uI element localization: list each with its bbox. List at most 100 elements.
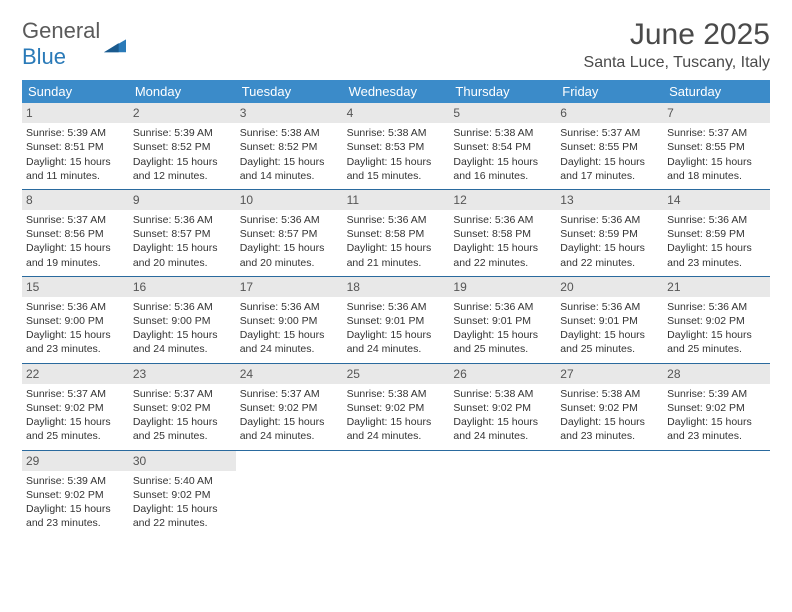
sunset-line: Sunset: 8:54 PM [453,140,552,154]
daylight-line-2: and 21 minutes. [347,256,446,270]
daylight-line-1: Daylight: 15 hours [26,155,125,169]
daylight-line-2: and 19 minutes. [26,256,125,270]
day-number: 22 [22,364,129,384]
daylight-line-2: and 12 minutes. [133,169,232,183]
day-cell: 6Sunrise: 5:37 AMSunset: 8:55 PMDaylight… [556,103,663,189]
daylight-line-2: and 25 minutes. [133,429,232,443]
sunrise-line: Sunrise: 5:36 AM [347,213,446,227]
sunset-line: Sunset: 8:58 PM [347,227,446,241]
daylight-line-2: and 17 minutes. [560,169,659,183]
daylight-line-2: and 24 minutes. [347,342,446,356]
daylight-line-1: Daylight: 15 hours [560,155,659,169]
sunset-line: Sunset: 9:02 PM [240,401,339,415]
sunrise-line: Sunrise: 5:37 AM [133,387,232,401]
title-block: June 2025 Santa Luce, Tuscany, Italy [584,18,770,72]
sunrise-line: Sunrise: 5:37 AM [26,213,125,227]
daylight-line-2: and 23 minutes. [667,256,766,270]
sunset-line: Sunset: 8:58 PM [453,227,552,241]
daylight-line-1: Daylight: 15 hours [347,241,446,255]
daylight-line-2: and 15 minutes. [347,169,446,183]
day-number: 1 [22,103,129,123]
sunset-line: Sunset: 9:02 PM [133,401,232,415]
day-cell: 5Sunrise: 5:38 AMSunset: 8:54 PMDaylight… [449,103,556,189]
daylight-line-2: and 23 minutes. [26,342,125,356]
day-number: 28 [663,364,770,384]
daylight-line-2: and 11 minutes. [26,169,125,183]
day-number: 4 [343,103,450,123]
sunrise-line: Sunrise: 5:38 AM [453,126,552,140]
daylight-line-2: and 24 minutes. [133,342,232,356]
day-number: 11 [343,190,450,210]
daylight-line-2: and 18 minutes. [667,169,766,183]
day-number: 10 [236,190,343,210]
sunset-line: Sunset: 9:00 PM [133,314,232,328]
calendar: SundayMondayTuesdayWednesdayThursdayFrid… [22,80,770,536]
sunrise-line: Sunrise: 5:37 AM [560,126,659,140]
location-text: Santa Luce, Tuscany, Italy [584,54,770,72]
daylight-line-2: and 24 minutes. [453,429,552,443]
daylight-line-1: Daylight: 15 hours [560,328,659,342]
day-number: 16 [129,277,236,297]
daylight-line-1: Daylight: 15 hours [133,415,232,429]
empty-cell [556,451,663,537]
daylight-line-2: and 24 minutes. [240,342,339,356]
empty-cell [449,451,556,537]
day-number: 26 [449,364,556,384]
daylight-line-2: and 25 minutes. [453,342,552,356]
day-header-cell: Tuesday [236,80,343,103]
sunrise-line: Sunrise: 5:36 AM [453,213,552,227]
daylight-line-2: and 16 minutes. [453,169,552,183]
day-number: 18 [343,277,450,297]
daylight-line-1: Daylight: 15 hours [26,328,125,342]
day-number: 19 [449,277,556,297]
sunrise-line: Sunrise: 5:37 AM [667,126,766,140]
sunset-line: Sunset: 9:01 PM [347,314,446,328]
day-header-row: SundayMondayTuesdayWednesdayThursdayFrid… [22,80,770,103]
logo-text: General Blue [22,18,100,70]
day-cell: 9Sunrise: 5:36 AMSunset: 8:57 PMDaylight… [129,190,236,276]
sunset-line: Sunset: 8:55 PM [560,140,659,154]
daylight-line-1: Daylight: 15 hours [133,328,232,342]
sunrise-line: Sunrise: 5:39 AM [133,126,232,140]
sunset-line: Sunset: 9:02 PM [26,401,125,415]
sunrise-line: Sunrise: 5:38 AM [453,387,552,401]
sunset-line: Sunset: 8:53 PM [347,140,446,154]
sunset-line: Sunset: 9:02 PM [453,401,552,415]
sunset-line: Sunset: 8:52 PM [133,140,232,154]
daylight-line-1: Daylight: 15 hours [667,241,766,255]
day-cell: 24Sunrise: 5:37 AMSunset: 9:02 PMDayligh… [236,364,343,450]
sunrise-line: Sunrise: 5:36 AM [667,300,766,314]
sunset-line: Sunset: 8:59 PM [667,227,766,241]
daylight-line-1: Daylight: 15 hours [240,328,339,342]
sunrise-line: Sunrise: 5:38 AM [347,387,446,401]
daylight-line-2: and 20 minutes. [240,256,339,270]
daylight-line-2: and 25 minutes. [560,342,659,356]
daylight-line-1: Daylight: 15 hours [453,155,552,169]
day-number: 8 [22,190,129,210]
daylight-line-1: Daylight: 15 hours [453,241,552,255]
day-number: 17 [236,277,343,297]
sunrise-line: Sunrise: 5:36 AM [347,300,446,314]
logo-triangle-icon [104,35,126,53]
day-number: 14 [663,190,770,210]
logo: General Blue [22,18,126,70]
daylight-line-2: and 22 minutes. [133,516,232,530]
day-header-cell: Thursday [449,80,556,103]
day-number: 9 [129,190,236,210]
day-header-cell: Friday [556,80,663,103]
day-cell: 10Sunrise: 5:36 AMSunset: 8:57 PMDayligh… [236,190,343,276]
week-row: 22Sunrise: 5:37 AMSunset: 9:02 PMDayligh… [22,364,770,451]
day-number: 12 [449,190,556,210]
sunset-line: Sunset: 8:57 PM [240,227,339,241]
sunset-line: Sunset: 9:01 PM [453,314,552,328]
sunset-line: Sunset: 9:02 PM [560,401,659,415]
month-title: June 2025 [584,18,770,52]
sunrise-line: Sunrise: 5:37 AM [26,387,125,401]
week-row: 15Sunrise: 5:36 AMSunset: 9:00 PMDayligh… [22,277,770,364]
sunset-line: Sunset: 8:57 PM [133,227,232,241]
daylight-line-1: Daylight: 15 hours [26,241,125,255]
sunrise-line: Sunrise: 5:37 AM [240,387,339,401]
daylight-line-1: Daylight: 15 hours [133,502,232,516]
empty-cell [663,451,770,537]
daylight-line-2: and 25 minutes. [26,429,125,443]
